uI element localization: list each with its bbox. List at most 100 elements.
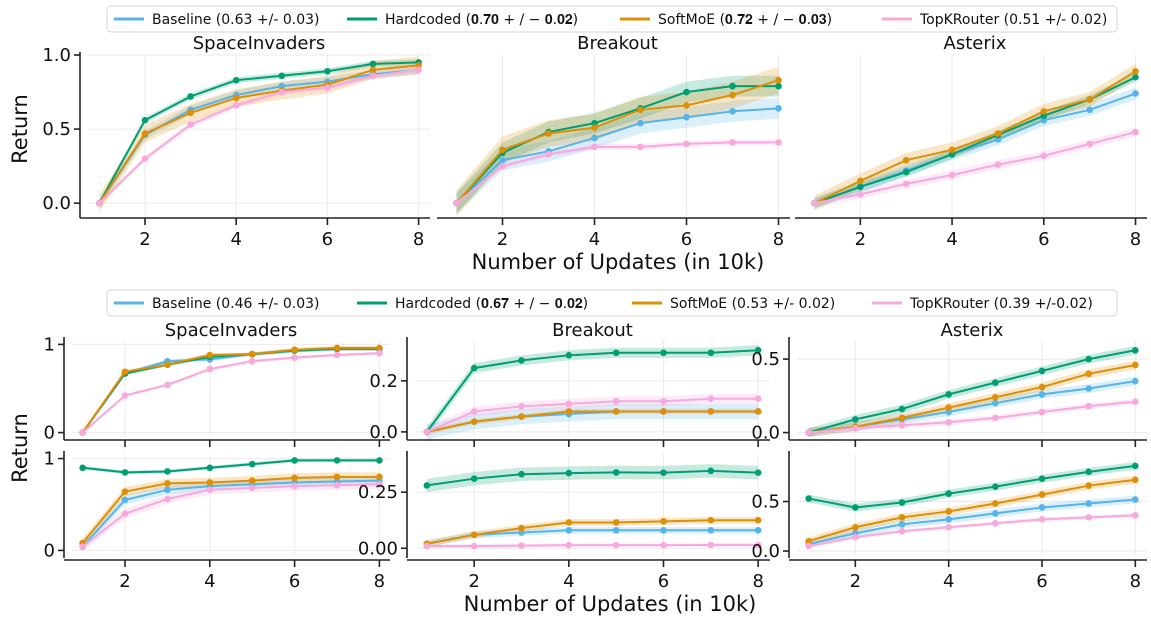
data-point-softmoe	[683, 102, 690, 109]
y-tick-label: 1.0	[42, 45, 71, 66]
series-line-topkrouter	[814, 131, 1136, 205]
x-tick-label: 8	[374, 571, 385, 592]
data-point-hardcoded	[660, 469, 667, 476]
data-point-topkrouter	[376, 481, 383, 488]
legend-label-baseline: Baseline (0.46 +/- 0.03)	[152, 296, 319, 312]
data-point-baseline	[992, 510, 999, 517]
data-point-softmoe	[707, 408, 715, 415]
panel-title: Asterix	[941, 320, 1004, 341]
data-point-topkrouter	[1132, 398, 1139, 406]
legend-label-topkrouter: TopKRouter (0.51 +/- 0.02)	[919, 12, 1107, 28]
y-tick-label: 0.5	[751, 349, 780, 370]
band-hardcoded	[426, 464, 759, 493]
data-point-softmoe	[248, 477, 256, 484]
data-point-softmoe	[121, 368, 129, 376]
data-point-softmoe	[187, 109, 194, 117]
data-point-hardcoded	[805, 495, 812, 502]
series-line-topkrouter	[98, 68, 419, 204]
data-point-topkrouter	[291, 354, 298, 361]
data-point-hardcoded	[470, 364, 478, 372]
series-line-topkrouter	[808, 400, 1136, 434]
data-point-topkrouter	[141, 155, 149, 163]
data-point-hardcoded	[707, 349, 715, 357]
x-tick-label: 6	[681, 229, 692, 250]
series-line-softmoe	[98, 64, 419, 204]
data-point-hardcoded	[1038, 367, 1046, 375]
data-point-softmoe	[1132, 361, 1139, 369]
data-point-topkrouter	[470, 408, 478, 415]
data-point-topkrouter	[994, 161, 1002, 168]
x-tick-label: 2	[468, 571, 479, 592]
data-point-softmoe	[232, 94, 240, 102]
data-point-hardcoded	[945, 490, 952, 497]
data-point-hardcoded	[992, 379, 999, 386]
data-point-topkrouter	[805, 542, 812, 550]
data-point-softmoe	[754, 516, 762, 524]
data-point-topkrouter	[707, 395, 715, 403]
y-tick-label: 0.0	[751, 423, 780, 444]
x-tick-label: 4	[230, 229, 241, 250]
data-point-topkrouter	[248, 484, 256, 492]
data-point-hardcoded	[423, 482, 431, 489]
x-tick-label: 8	[1130, 229, 1141, 250]
band-baseline	[82, 347, 380, 435]
data-point-softmoe	[545, 130, 552, 137]
data-point-topkrouter	[683, 140, 690, 148]
data-point-topkrouter	[707, 541, 715, 549]
data-point-softmoe	[518, 413, 525, 420]
data-point-softmoe	[660, 518, 667, 525]
data-point-hardcoded	[470, 475, 478, 482]
data-point-topkrouter	[565, 541, 573, 549]
band-hardcoded	[82, 347, 380, 435]
data-point-baseline	[591, 134, 598, 142]
data-point-baseline	[707, 527, 715, 534]
x-tick-label: 6	[322, 229, 333, 250]
data-point-hardcoded	[518, 357, 525, 364]
y-tick-label: 0.0	[751, 541, 780, 562]
data-point-softmoe	[902, 156, 910, 164]
series-line-topkrouter	[81, 483, 380, 548]
band-topkrouter	[426, 393, 759, 437]
data-point-topkrouter	[857, 190, 864, 198]
data-point-topkrouter	[518, 403, 525, 410]
data-point-baseline	[637, 119, 644, 127]
data-point-topkrouter	[805, 429, 812, 436]
data-point-hardcoded	[612, 349, 620, 357]
legend-label-hardcoded: Hardcoded (𝟎.𝟕𝟎 + / − 𝟎.𝟎𝟐)	[385, 12, 578, 28]
data-point-baseline	[729, 107, 736, 115]
data-point-baseline	[121, 496, 129, 504]
band-hardcoded	[808, 461, 1136, 512]
band-softmoe	[456, 66, 779, 217]
x-tick-label: 6	[289, 571, 300, 592]
data-point-topkrouter	[324, 84, 331, 91]
data-point-softmoe	[898, 414, 906, 422]
panel-8: 0.0 0.5 Asterix	[751, 320, 1147, 447]
data-point-softmoe	[1085, 370, 1092, 378]
data-point-hardcoded	[1085, 468, 1092, 476]
data-point-topkrouter	[423, 428, 431, 436]
data-point-topkrouter	[637, 143, 644, 151]
data-point-topkrouter	[376, 349, 383, 357]
ylabel-top: Return	[8, 94, 32, 164]
data-point-softmoe	[164, 361, 171, 368]
data-point-hardcoded	[852, 504, 859, 511]
series-line-softmoe	[426, 519, 759, 545]
data-point-softmoe	[333, 473, 341, 481]
series-line-softmoe	[455, 79, 779, 204]
data-point-softmoe	[376, 473, 383, 481]
data-point-softmoe	[206, 479, 214, 486]
legend-frame	[106, 5, 1118, 33]
panel-title: Breakout	[552, 320, 633, 341]
x-tick-label: 4	[943, 571, 954, 592]
y-tick-label: 1	[44, 334, 55, 355]
panel-title: SpaceInvaders	[165, 320, 298, 341]
data-point-hardcoded	[729, 82, 736, 90]
data-point-softmoe	[612, 408, 620, 415]
data-point-baseline	[754, 527, 762, 534]
data-point-topkrouter	[852, 424, 859, 432]
data-point-softmoe	[729, 91, 736, 99]
series-line-hardcoded	[81, 347, 380, 434]
panel-9: 2 4 6 8 0.0 0.5	[751, 451, 1147, 592]
data-point-topkrouter	[187, 121, 194, 128]
